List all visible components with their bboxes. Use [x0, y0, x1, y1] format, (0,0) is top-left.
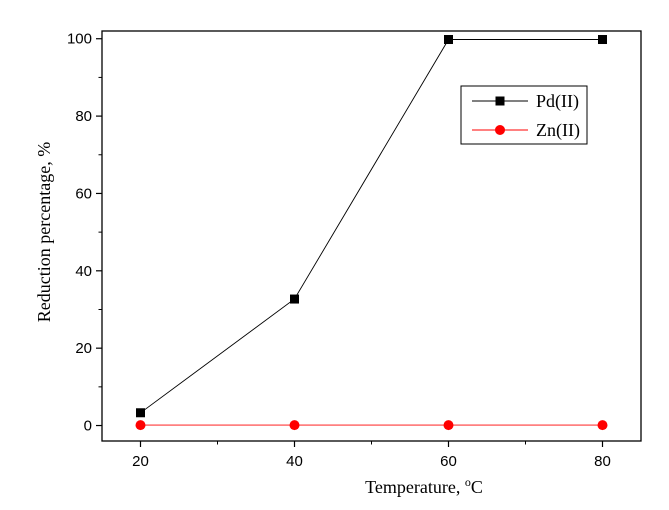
- data-point: [444, 35, 453, 45]
- x-tick-label: 80: [594, 453, 611, 470]
- y-axis-title: Reduction percentage, %: [34, 142, 54, 322]
- series-2: [135, 420, 608, 431]
- legend: Pd(II) Zn(II): [460, 85, 588, 145]
- y-tick-label: 60: [75, 185, 92, 202]
- y-tick-label: 80: [75, 108, 92, 125]
- legend-marker: [495, 96, 505, 106]
- series-line: [140, 39, 603, 414]
- y-axis: 0 20 40 60 80 100: [67, 31, 102, 435]
- y-tick-label: 100: [67, 31, 92, 48]
- data-point: [289, 420, 300, 431]
- x-tick-label: 40: [286, 453, 303, 470]
- x-axis-title: Temperature, oC: [365, 475, 483, 497]
- y-tick-label: 0: [84, 418, 92, 435]
- data-point: [290, 294, 299, 304]
- y-tick-label: 40: [75, 263, 92, 280]
- series-layer: [135, 35, 608, 431]
- data-point: [597, 420, 608, 431]
- data-point: [598, 35, 607, 45]
- legend-box: [460, 85, 588, 145]
- x-axis: 20 40 60 80: [132, 441, 611, 470]
- data-point: [135, 420, 146, 431]
- x-tick-label: 20: [132, 453, 149, 470]
- x-tick-label: 60: [440, 453, 457, 470]
- data-point: [136, 408, 145, 418]
- series-1: [136, 35, 607, 418]
- data-point: [443, 420, 454, 431]
- legend-label: Zn(II): [536, 120, 580, 141]
- legend-label: Pd(II): [536, 91, 579, 112]
- legend-marker: [495, 125, 505, 135]
- y-tick-label: 20: [75, 340, 92, 357]
